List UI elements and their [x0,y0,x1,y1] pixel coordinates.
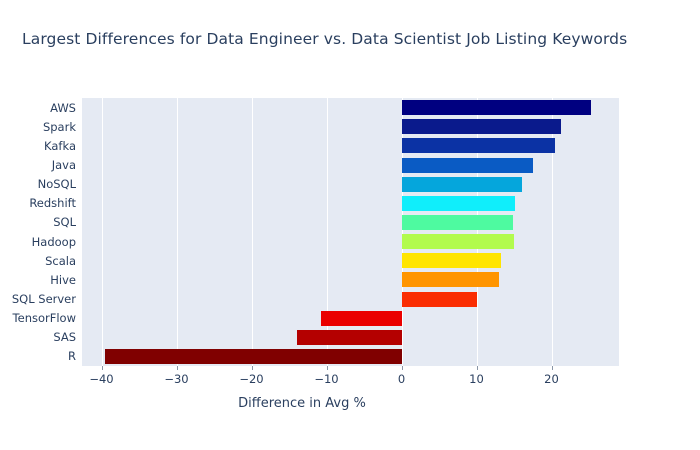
bar-java [401,157,533,173]
y-tick-label-java: Java [51,158,76,172]
gridline-x-4 [401,98,403,366]
bar-tensorflow [321,310,402,326]
bars-layer [82,98,619,366]
y-tick-label-sql: SQL [53,215,76,230]
y-tick-label-redshift: Redshift [29,196,76,211]
gridline-x-6 [551,98,553,366]
bar-spark [401,119,562,135]
x-axis-ticks: −40 −30 −20 −10 0 10 20 [0,366,700,390]
y-tick-label-hadoop: Hadoop [31,234,76,249]
x-axis-title-text: Difference in Avg % [238,396,366,411]
x-tick-label-3: −10 [314,372,339,386]
y-tick-label-kafka: Kafka [44,138,76,153]
x-tick-label-6: 20 [544,372,559,386]
bar-scala [401,253,502,269]
x-tick-label-4: 0 [397,372,406,386]
x-tick-mark-6 [551,366,553,370]
bar-sql-server [401,291,478,307]
gridline-x-1 [176,98,178,366]
y-tick-label-nosql: NoSQL [37,177,76,192]
bar-hadoop [401,234,514,250]
y-tick-label-hive: Hive [50,272,76,287]
x-tick-mark-3 [326,366,328,370]
y-tick-label-aws: AWS [50,100,76,115]
x-tick-label-0: −40 [89,372,114,386]
x-tick-label-5: 10 [469,372,484,386]
bar-aws [401,100,591,116]
x-tick-label-2: −20 [239,372,264,386]
x-axis-title: Difference in Avg % [0,396,700,411]
bar-redshift [401,195,515,211]
x-tick-mark-4 [401,366,403,370]
y-tick-label-sql-server: SQL Server [11,292,76,306]
bar-sql [401,214,514,230]
x-tick-label-1: −30 [164,372,189,386]
page-title: Largest Differences for Data Engineer vs… [22,30,628,48]
bar-nosql [401,176,523,192]
bar-sas [297,329,402,345]
y-tick-label-tensorflow: TensorFlow [12,311,76,326]
x-tick-mark-1 [176,366,178,370]
x-tick-mark-5 [476,366,478,370]
bar-hive [401,272,499,288]
x-tick-mark-2 [251,366,253,370]
gridline-x-2 [251,98,253,366]
plot-area [82,98,619,366]
y-axis-labels: AWS Spark Kafka Java NoSQL Redshift SQL Hadoop S… [0,98,76,366]
gridline-x-3 [326,98,328,366]
bar-r [104,348,402,364]
y-tick-label-scala: Scala [45,253,76,268]
gridline-x-0 [101,98,103,366]
bar-kafka [401,138,555,154]
y-tick-label-sas: SAS [53,330,76,345]
y-tick-label-r: R [68,349,76,364]
x-tick-mark-0 [101,366,103,370]
gridline-x-5 [476,98,478,366]
y-tick-label-spark: Spark [42,119,76,134]
